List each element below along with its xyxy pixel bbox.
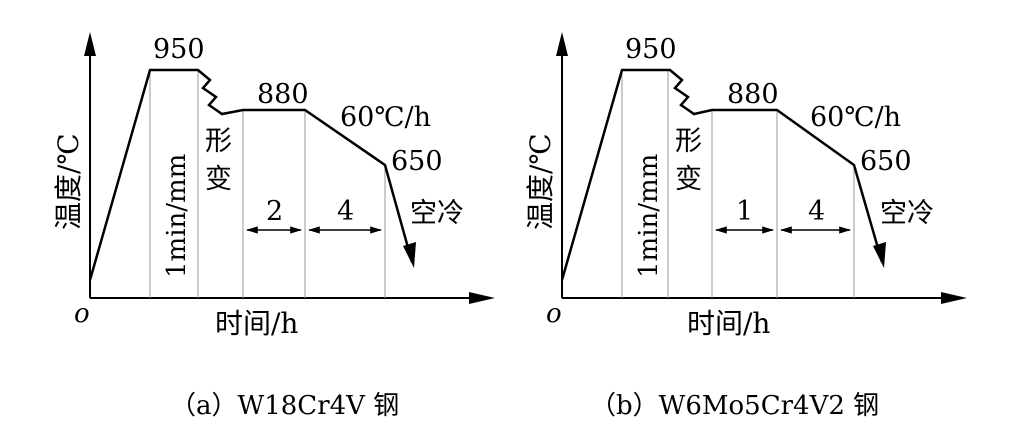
air-cool-arrow	[873, 242, 886, 268]
air-cool-label: 空冷	[410, 198, 464, 229]
y-axis-label: 温度/℃	[524, 133, 557, 230]
x-axis-label: 时间/h	[215, 307, 298, 340]
panel-b: 温度/℃ 时间/h o 950 880 60℃/h 650 1min/mm 形 …	[524, 32, 967, 421]
y-axis-arrow	[556, 32, 568, 56]
x-axis-label: 时间/h	[687, 307, 770, 340]
time-per-thickness-label: 1min/mm	[162, 154, 192, 278]
deform-label-bottom: 变	[205, 164, 232, 195]
x-axis-arrow	[941, 292, 967, 304]
deform-label-bottom: 变	[675, 164, 702, 195]
y-axis-arrow	[84, 32, 96, 56]
x-axis-arrow	[469, 292, 495, 304]
seg2-label: 4	[808, 196, 825, 227]
end-temp-label: 650	[860, 146, 912, 177]
y-axis-label: 温度/℃	[52, 133, 85, 230]
origin-label: o	[74, 299, 90, 329]
cool-rate-label: 60℃/h	[340, 102, 431, 133]
caption: （b）W6Mo5Cr4V2 钢	[590, 391, 879, 421]
panel-a: 温度/℃ 时间/h o 950 880 60℃/h 650 1min/mm 形 …	[52, 32, 495, 421]
air-cool-arrow	[403, 242, 416, 268]
seg1-label: 1	[736, 196, 753, 227]
hold-temp-label: 880	[727, 79, 779, 110]
time-per-thickness-label: 1min/mm	[634, 154, 664, 278]
caption: （a）W18Cr4V 钢	[170, 391, 399, 421]
hold-temp-label: 880	[257, 79, 309, 110]
peak-temp-label: 950	[625, 34, 677, 65]
cool-rate-label: 60℃/h	[810, 102, 901, 133]
origin-label: o	[546, 299, 562, 329]
seg2-label: 4	[337, 196, 354, 227]
air-cool-label: 空冷	[880, 198, 934, 229]
process-curve	[560, 68, 884, 281]
process-curve	[88, 68, 414, 281]
peak-temp-label: 950	[153, 34, 205, 65]
deform-label-top: 形	[675, 126, 702, 157]
deform-label-top: 形	[205, 126, 232, 157]
seg1-label: 2	[266, 196, 283, 227]
end-temp-label: 650	[391, 146, 443, 177]
